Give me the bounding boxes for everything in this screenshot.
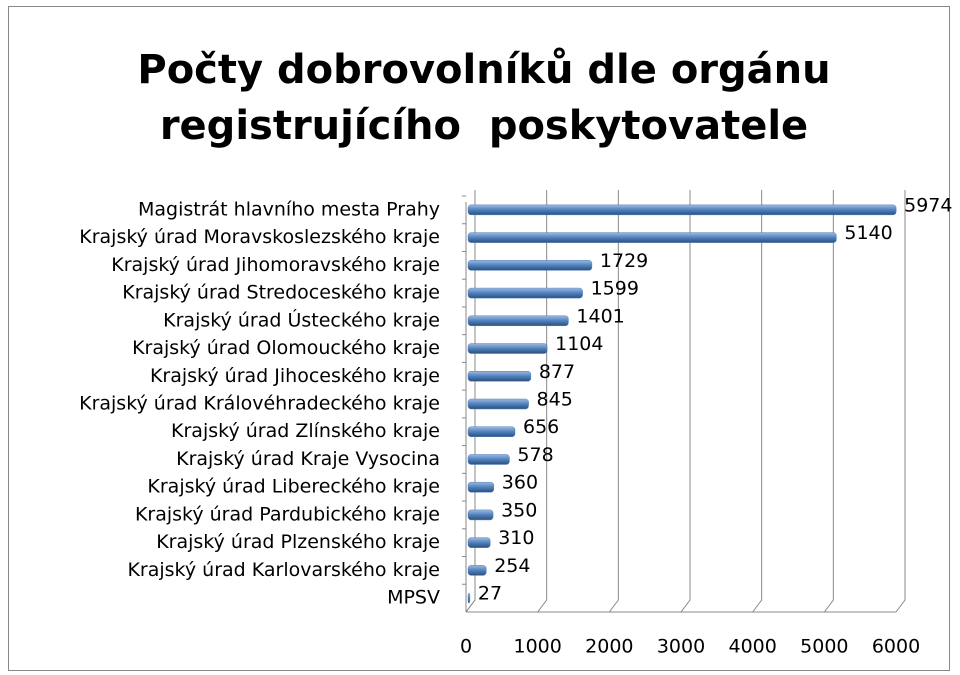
y-tick-label: Krajský úrad Jihomoravského kraje [111, 254, 440, 276]
y-tick-label: Krajský úrad Karlovarského kraje [127, 559, 440, 581]
bar [467, 454, 510, 465]
value-label: 656 [523, 416, 559, 438]
chart-title: registrujícího poskytovatele [160, 103, 808, 149]
y-tick-label: Krajský úrad Ústeckého kraje [163, 307, 440, 331]
grid-line [537, 190, 548, 613]
y-tick-label: Krajský úrad Stredoceského kraje [122, 282, 440, 304]
x-tick-label: 0 [460, 636, 472, 658]
value-label: 1401 [576, 305, 624, 327]
bar [467, 537, 491, 548]
value-label: 310 [498, 527, 534, 549]
chart-frame [8, 6, 950, 671]
y-tick-label: MPSV [387, 587, 440, 609]
grid-line [752, 190, 763, 613]
grid-line [895, 190, 906, 613]
x-tick-label: 6000 [872, 636, 920, 658]
y-tick-label: Krajský úrad Moravskoslezského kraje [79, 226, 440, 248]
y-tick-label: Krajský úrad Olomouckého kraje [132, 337, 440, 359]
bar [467, 398, 529, 410]
chart-title: Počty dobrovolníků dle orgánu [137, 46, 830, 93]
value-label: 1729 [600, 250, 648, 272]
bar [467, 232, 837, 243]
bar [467, 371, 532, 382]
bar [467, 565, 487, 576]
bar [467, 204, 897, 216]
bar [467, 260, 593, 271]
x-tick-label: 2000 [585, 636, 633, 658]
bar [467, 592, 471, 604]
y-tick-label: Krajský úrad Zlínského kraje [171, 420, 440, 442]
grid-line [465, 190, 476, 613]
value-label: 1104 [555, 333, 603, 355]
y-tick-label: Magistrát hlavního mesta Prahy [138, 198, 440, 220]
y-tick-label: Krajský úrad Jihoceského kraje [150, 365, 440, 387]
grid-line [680, 190, 691, 613]
y-tick-label: Krajský úrad Pardubického kraje [135, 503, 440, 525]
value-label: 877 [539, 361, 575, 383]
value-label: 1599 [591, 278, 639, 300]
value-label: 578 [517, 444, 553, 466]
value-label: 5140 [844, 222, 892, 244]
grid-line [823, 190, 834, 613]
value-label: 254 [494, 555, 530, 577]
bar [467, 426, 516, 437]
bar [467, 287, 583, 299]
value-label: 350 [501, 499, 537, 521]
x-tick-label: 5000 [800, 636, 848, 658]
bar [467, 481, 495, 493]
y-tick-label: Krajský úrad Plzenského kraje [156, 531, 440, 553]
value-label: 360 [502, 472, 538, 494]
value-label: 5974 [904, 194, 952, 216]
bar [467, 509, 494, 521]
x-tick-label: 4000 [728, 636, 776, 658]
y-tick-label: Krajský úrad Královéhradeckého kraje [79, 393, 440, 415]
value-label: 27 [478, 583, 502, 605]
x-tick-label: 1000 [513, 636, 561, 658]
x-tick-label: 3000 [657, 636, 705, 658]
bar [467, 343, 548, 354]
value-label: 845 [537, 389, 573, 411]
y-tick-label: Krajský úrad Libereckého kraje [147, 476, 440, 498]
grid-line [608, 190, 619, 613]
bar [467, 315, 569, 327]
y-tick-label: Krajský úrad Kraje Vysocina [176, 448, 440, 470]
